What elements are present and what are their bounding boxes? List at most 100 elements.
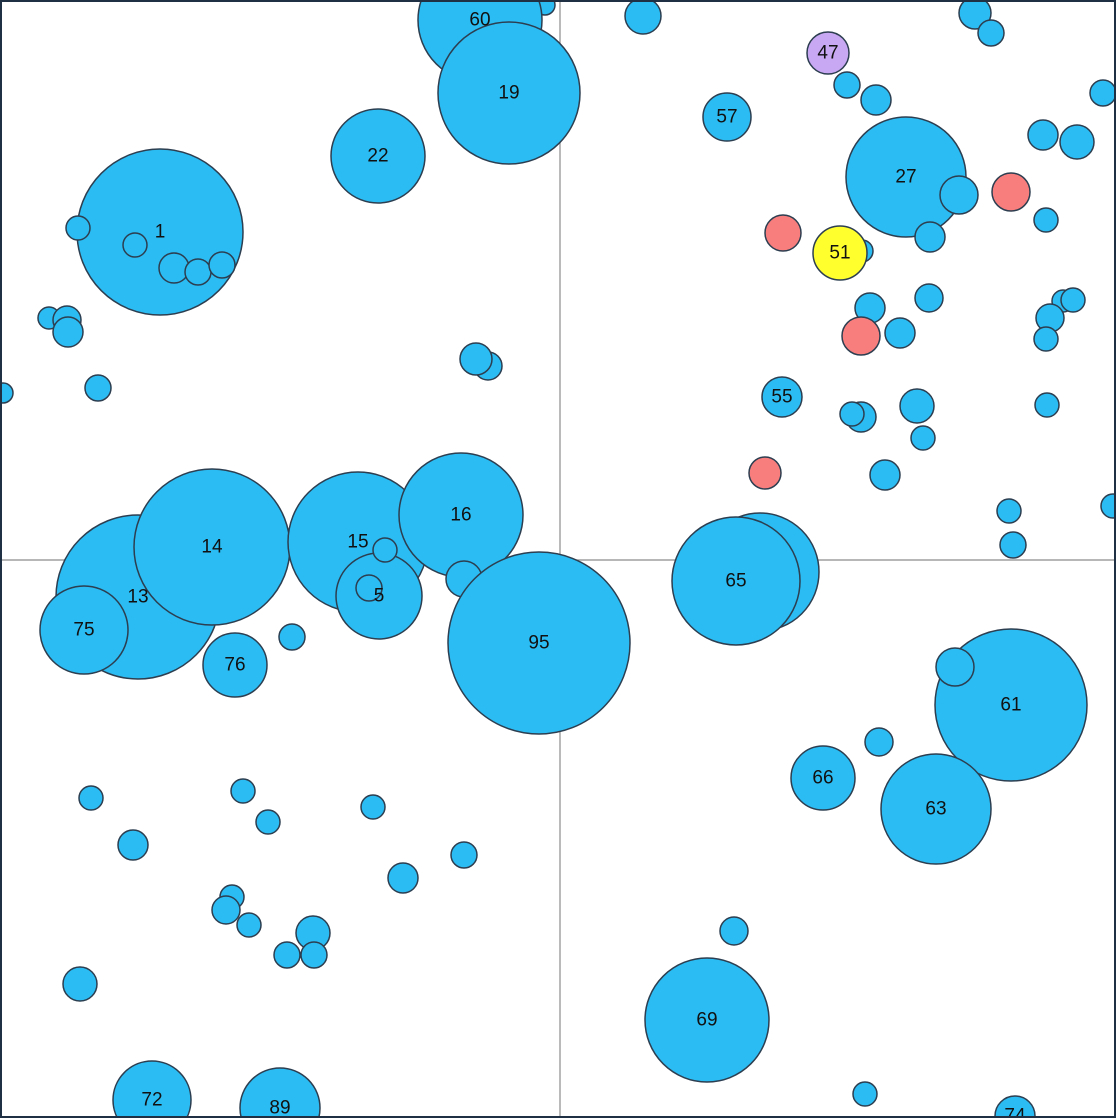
- bubble-69: [644, 957, 770, 1083]
- bubble-point-9: [208, 251, 236, 279]
- bubble-19: [437, 21, 581, 165]
- bubble-point-72: [899, 388, 935, 424]
- bubble-point-76: [910, 425, 936, 451]
- bubble-47: [806, 31, 850, 75]
- bubble-point-73: [1034, 392, 1060, 418]
- bubble-point-91: [852, 1081, 878, 1107]
- bubble-point-69: [841, 316, 881, 356]
- bubble-point-81: [999, 531, 1027, 559]
- bubble-point-66: [1060, 287, 1086, 313]
- bubble-label-5: 5: [374, 586, 385, 607]
- bubble-point-57: [991, 172, 1031, 212]
- bubble-point-25: [355, 574, 383, 602]
- bubble-point-85: [935, 647, 975, 687]
- bubble-point-47: [977, 19, 1005, 47]
- bubble-65: [671, 516, 801, 646]
- bubble-point-16: [459, 342, 493, 376]
- bubble-89: [239, 1067, 321, 1118]
- bubble-label-1: 1: [155, 222, 166, 243]
- bubble-point-77: [869, 459, 901, 491]
- bubble-point-58: [914, 221, 946, 253]
- bubble-label-55: 55: [771, 387, 792, 408]
- bubble-label-60: 60: [469, 10, 490, 31]
- bubble-point-51: [1089, 79, 1116, 107]
- bubble-point-6: [122, 232, 148, 258]
- bubble-label-63: 63: [925, 799, 946, 820]
- bubble-point-45: [624, 0, 662, 35]
- bubble-label-75: 75: [73, 620, 94, 641]
- bubble-51: [812, 225, 868, 281]
- bubble-label-14: 14: [201, 537, 223, 558]
- bubble-point-53: [1027, 119, 1059, 151]
- bubble-label-76: 76: [224, 655, 245, 676]
- bubble-point-14: [84, 374, 112, 402]
- bubble-point-42: [62, 966, 98, 1002]
- bubble-label-69: 69: [696, 1010, 717, 1031]
- bubble-label-89: 89: [269, 1098, 290, 1118]
- bubble-label-47: 47: [817, 43, 838, 64]
- bubble-label-61: 61: [1000, 695, 1021, 716]
- bubble-point-86: [864, 727, 894, 757]
- bubble-label-13: 13: [127, 587, 148, 608]
- bubble-point-13: [0, 382, 14, 404]
- bubble-point-60: [764, 214, 802, 252]
- bubble-point-24: [372, 537, 398, 563]
- bubble-57: [702, 92, 752, 142]
- bubble-point-33: [117, 829, 149, 861]
- bubble-63: [880, 753, 992, 865]
- bubble-22: [330, 108, 426, 204]
- bubble-label-27: 27: [895, 167, 916, 188]
- bubble-point-79: [996, 498, 1022, 524]
- bubble-point-54: [1059, 124, 1095, 160]
- bubble-point-80: [1100, 493, 1116, 519]
- bubble-point-7: [158, 252, 190, 284]
- bubble-point-40: [300, 941, 328, 969]
- bubble-label-57: 57: [716, 107, 737, 128]
- bubble-point-35: [387, 862, 419, 894]
- bubble-75: [39, 585, 129, 675]
- bubble-point-41: [273, 941, 301, 969]
- bubble-point-12: [52, 316, 84, 348]
- bubble-point-63: [914, 283, 944, 313]
- bubble-label-65: 65: [725, 571, 746, 592]
- bubble-66: [790, 745, 856, 811]
- bubble-point-49: [833, 71, 861, 99]
- bubble-point-8: [184, 258, 212, 286]
- bubble-point-46: [958, 0, 992, 30]
- bubble-76: [202, 632, 268, 698]
- bubble-55: [761, 376, 803, 418]
- bubble-point-29: [78, 785, 104, 811]
- bubble-label-51: 51: [829, 243, 850, 264]
- bubble-point-68: [884, 317, 916, 349]
- bubble-label-72: 72: [141, 1090, 162, 1111]
- bubble-label-16: 16: [450, 505, 471, 526]
- bubble-point-34: [450, 841, 478, 869]
- bubble-point-75: [839, 401, 865, 427]
- bubble-point-37: [211, 895, 241, 925]
- bubble-label-95: 95: [528, 633, 549, 654]
- bubble-point-21: [278, 623, 306, 651]
- bubble-label-19: 19: [498, 83, 519, 104]
- bubble-point-5: [65, 215, 91, 241]
- bubble-point-59: [1033, 207, 1059, 233]
- bubble-95: [447, 551, 631, 735]
- bubble-label-66: 66: [812, 768, 833, 789]
- bubble-72: [112, 1060, 192, 1118]
- bubble-label-22: 22: [367, 146, 388, 167]
- bubble-point-31: [255, 809, 281, 835]
- bubble-label-74: 74: [1004, 1106, 1026, 1118]
- bubble-label-15: 15: [347, 532, 368, 553]
- bubble-point-50: [860, 84, 892, 116]
- bubble-point-70: [1033, 326, 1059, 352]
- bubble-point-78: [748, 456, 782, 490]
- bubble-point-56: [939, 175, 979, 215]
- bubble-point-30: [230, 778, 256, 804]
- bubble-point-32: [360, 794, 386, 820]
- bubble-label-layer: 60 19 22 1 13 14 75 76 15 5 16 95 72 89 47 57 27 51 55 65 61…: [73, 10, 1026, 1118]
- bubble-point-89: [719, 916, 749, 946]
- bubble-point-38: [236, 912, 262, 938]
